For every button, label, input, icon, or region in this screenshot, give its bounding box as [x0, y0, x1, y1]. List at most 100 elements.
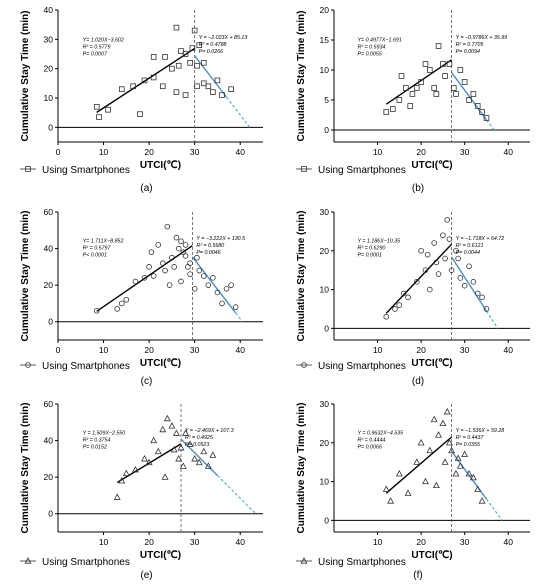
data-point: [483, 115, 490, 121]
data-point: [228, 86, 234, 93]
legend-label: Using Smartphones: [42, 165, 130, 176]
data-point: [159, 260, 166, 267]
y-tick-label: 0: [48, 317, 53, 327]
data-point: [195, 458, 203, 466]
y-axis-label: Cumulative Stay Time (min): [296, 211, 307, 342]
data-point: [407, 103, 414, 109]
x-tick-label: 10: [373, 537, 383, 547]
data-point: [439, 419, 447, 426]
data-point: [170, 445, 178, 453]
data-point: [409, 91, 416, 97]
x-axis-label: UTCI(℃): [411, 358, 452, 369]
fit-line-right-extension: [485, 498, 503, 521]
data-point: [209, 451, 217, 458]
fit-right-r2: R² = 0.4788: [199, 42, 227, 48]
data-point: [479, 294, 485, 301]
data-point: [130, 83, 136, 90]
y-axis-label: Cumulative Stay Time (min): [20, 211, 31, 342]
fit-right-equation: Y = −1.718X + 64.72: [456, 236, 505, 242]
x-tick-label: 10: [99, 147, 109, 157]
y-tick-label: 40: [44, 244, 54, 254]
data-point: [453, 91, 459, 97]
data-point: [150, 74, 157, 81]
y-tick-label: 0: [324, 515, 329, 525]
legend-marker: [300, 557, 308, 564]
y-tick-label: 10: [320, 285, 330, 295]
data-point: [466, 97, 472, 103]
data-point: [187, 60, 193, 66]
data-point: [443, 407, 451, 415]
panel-label: (c): [141, 376, 153, 387]
x-tick-label: 0: [56, 345, 61, 355]
fit-left-p: P= 0.0066: [358, 445, 382, 451]
fit-right-r2: R² = 0.7705: [456, 42, 484, 48]
data-point: [442, 255, 448, 262]
x-tick-label: 20: [416, 537, 426, 547]
data-point: [413, 279, 420, 285]
data-point: [113, 493, 121, 500]
data-point: [93, 104, 100, 110]
data-point: [469, 473, 477, 481]
data-point: [455, 255, 461, 262]
data-point: [474, 485, 482, 492]
y-tick-label: 10: [44, 93, 54, 103]
data-point: [155, 242, 162, 248]
data-point: [182, 242, 189, 248]
x-tick-label: 30: [190, 345, 200, 355]
data-point: [191, 27, 198, 34]
y-tick-label: 40: [44, 5, 54, 15]
data-point: [189, 45, 196, 51]
data-point: [228, 282, 234, 288]
fit-left-r2: R² = 0.4444: [358, 438, 386, 444]
data-point: [200, 60, 207, 66]
data-point: [232, 304, 239, 310]
y-tick-label: 0: [324, 323, 329, 333]
data-point: [474, 290, 481, 297]
data-point: [427, 67, 433, 73]
data-point: [441, 458, 449, 465]
data-point: [114, 306, 121, 312]
data-point: [389, 106, 396, 112]
data-point: [171, 264, 177, 270]
fit-left-r2: R² = 0.5797: [83, 246, 112, 252]
data-point: [219, 300, 225, 307]
data-point: [461, 282, 468, 289]
data-point: [433, 91, 440, 97]
data-point: [453, 247, 459, 254]
data-point: [392, 306, 398, 312]
y-tick-label: 10: [320, 65, 330, 75]
data-point: [141, 275, 148, 281]
fit-right-p: P= 0.0266: [199, 49, 223, 55]
panel-label: (e): [140, 570, 152, 581]
fit-left-equation: Y = 1.186X−10.35: [358, 239, 401, 245]
fit-line-right: [180, 438, 218, 476]
data-point: [123, 296, 130, 303]
data-point: [465, 469, 473, 477]
x-tick-label: 10: [99, 345, 109, 355]
fit-left-p: P= 0.0152: [83, 445, 107, 451]
legend-label: Using Smartphones: [42, 361, 130, 372]
y-tick-label: 30: [44, 34, 54, 44]
data-point: [418, 247, 424, 254]
data-point: [150, 54, 157, 60]
data-point: [435, 431, 443, 438]
data-point: [466, 263, 472, 270]
legend-label: Using Smartphones: [318, 165, 406, 176]
data-point: [223, 285, 230, 292]
data-point: [479, 109, 485, 115]
data-point: [433, 259, 440, 266]
legend-marker: [24, 557, 32, 564]
fit-left-r2: R² = 0.6290: [358, 246, 386, 252]
data-point: [172, 429, 180, 436]
legend-label: Using Smartphones: [318, 557, 406, 568]
data-point: [118, 300, 125, 307]
data-point: [382, 485, 390, 492]
y-axis-label: Cumulative Stay Time (min): [296, 403, 307, 534]
data-point: [387, 497, 395, 504]
data-point: [150, 436, 158, 444]
x-tick-label: 20: [416, 147, 426, 157]
x-tick-label: 10: [373, 147, 383, 157]
